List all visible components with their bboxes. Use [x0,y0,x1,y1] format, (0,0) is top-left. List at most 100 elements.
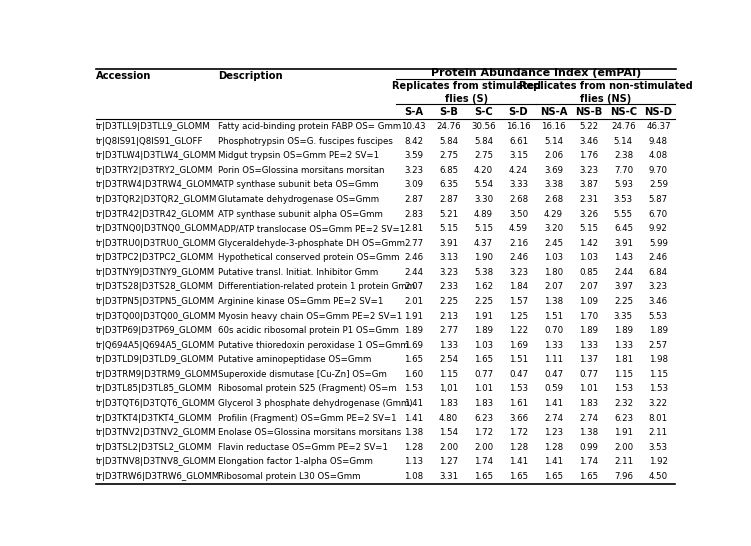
Text: 1.65: 1.65 [404,355,423,364]
Text: 2.31: 2.31 [579,195,598,204]
Text: 4.89: 4.89 [474,210,493,218]
Text: 1.65: 1.65 [544,472,563,481]
Text: NS-D: NS-D [644,108,672,117]
Text: tr|D3TLD9|D3TLD9_GLOMM: tr|D3TLD9|D3TLD9_GLOMM [96,355,215,364]
Text: Porin OS=Glossina morsitans morsitan: Porin OS=Glossina morsitans morsitan [218,166,385,175]
Text: 3.91: 3.91 [439,239,458,248]
Text: 3.13: 3.13 [439,253,458,262]
Text: 2.57: 2.57 [649,341,668,350]
Text: 2.74: 2.74 [544,413,563,423]
Text: 5.84: 5.84 [474,136,493,146]
Text: 3.69: 3.69 [544,166,563,175]
Text: ATP synthase subunit beta OS=Gmm: ATP synthase subunit beta OS=Gmm [218,181,379,189]
Text: 2.75: 2.75 [439,151,458,161]
Text: 2.38: 2.38 [614,151,633,161]
Text: 1.01: 1.01 [474,384,493,394]
Text: 2.46: 2.46 [404,253,423,262]
Text: 0.47: 0.47 [544,370,563,379]
Text: tr|D3TS28|D3TS28_GLOMM: tr|D3TS28|D3TS28_GLOMM [96,282,214,292]
Text: S-B: S-B [439,108,458,117]
Text: 5.38: 5.38 [474,268,493,277]
Text: 1.83: 1.83 [579,399,598,408]
Text: tr|D3TQR2|D3TQR2_GLOMM: tr|D3TQR2|D3TQR2_GLOMM [96,195,218,204]
Text: Glycerol 3 phosphate dehydrogenase (Gmm): Glycerol 3 phosphate dehydrogenase (Gmm) [218,399,412,408]
Text: 1.37: 1.37 [579,355,598,364]
Text: tr|D3TNQ0|D3TNQ0_GLOMM: tr|D3TNQ0|D3TNQ0_GLOMM [96,224,219,233]
Text: 1.25: 1.25 [509,312,528,321]
Text: 1.15: 1.15 [649,370,668,379]
Text: Enolase OS=Glossina morsitans morsitans: Enolase OS=Glossina morsitans morsitans [218,428,401,437]
Text: 2.06: 2.06 [544,151,563,161]
Text: 6.85: 6.85 [439,166,458,175]
Text: 1.61: 1.61 [509,399,528,408]
Text: 7.96: 7.96 [614,472,633,481]
Text: 1.81: 1.81 [614,355,633,364]
Text: 9.70: 9.70 [649,166,668,175]
Text: 4.59: 4.59 [509,224,528,233]
Text: 4.50: 4.50 [649,472,668,481]
Text: 5.15: 5.15 [579,224,598,233]
Text: 2.33: 2.33 [439,282,458,292]
Text: 2.44: 2.44 [404,268,423,277]
Text: 1.53: 1.53 [404,384,423,394]
Text: Profilin (Fragment) OS=Gmm PE=2 SV=1: Profilin (Fragment) OS=Gmm PE=2 SV=1 [218,413,397,423]
Text: 1.57: 1.57 [509,297,528,306]
Text: tr|Q694A5|Q694A5_GLOMM: tr|Q694A5|Q694A5_GLOMM [96,341,216,350]
Text: 1.54: 1.54 [439,428,458,437]
Text: 1.22: 1.22 [509,326,528,335]
Text: 2.25: 2.25 [439,297,458,306]
Text: tr|D3TLL9|D3TLL9_GLOMM: tr|D3TLL9|D3TLL9_GLOMM [96,122,211,131]
Text: 2.46: 2.46 [649,253,668,262]
Text: Replicates from stimulated
flies (S): Replicates from stimulated flies (S) [391,81,541,104]
Text: 5.15: 5.15 [474,224,493,233]
Text: Ribosomal protein S25 (Fragment) OS=m: Ribosomal protein S25 (Fragment) OS=m [218,384,397,394]
Text: 9.92: 9.92 [649,224,668,233]
Text: tr|D3TQ00|D3TQ00_GLOMM: tr|D3TQ00|D3TQ00_GLOMM [96,312,217,321]
Text: 46.37: 46.37 [646,122,671,131]
Text: 1.38: 1.38 [404,428,423,437]
Text: 3.46: 3.46 [579,136,598,146]
Text: Ribosomal protein L30 OS=Gmm: Ribosomal protein L30 OS=Gmm [218,472,360,481]
Text: 4.08: 4.08 [649,151,668,161]
Text: 3.59: 3.59 [404,151,423,161]
Text: 5.55: 5.55 [614,210,633,218]
Text: Glyceraldehyde-3-phosphate DH OS=Gmm: Glyceraldehyde-3-phosphate DH OS=Gmm [218,239,405,248]
Text: tr|D3TNV8|D3TNV8_GLOMM: tr|D3TNV8|D3TNV8_GLOMM [96,458,217,466]
Text: 5.53: 5.53 [649,312,668,321]
Text: Protein Abundance Index (emPAI): Protein Abundance Index (emPAI) [431,68,641,78]
Text: 2.83: 2.83 [404,210,423,218]
Text: 1.13: 1.13 [404,458,423,466]
Text: NS-A: NS-A [540,108,567,117]
Text: 1.98: 1.98 [649,355,668,364]
Text: Elongation factor 1-alpha OS=Gmm: Elongation factor 1-alpha OS=Gmm [218,458,372,466]
Text: tr|D3TRY2|D3TRY2_GLOMM: tr|D3TRY2|D3TRY2_GLOMM [96,166,214,175]
Text: 3.87: 3.87 [579,181,598,189]
Text: tr|D3TL85|D3TL85_GLOMM: tr|D3TL85|D3TL85_GLOMM [96,384,213,394]
Text: 2.46: 2.46 [509,253,528,262]
Text: 1.38: 1.38 [544,297,563,306]
Text: 0.70: 0.70 [544,326,563,335]
Text: 3.23: 3.23 [509,268,528,277]
Text: 2.25: 2.25 [614,297,633,306]
Text: 2.32: 2.32 [614,399,633,408]
Text: 1.69: 1.69 [509,341,528,350]
Text: 5.54: 5.54 [474,181,493,189]
Text: 1.38: 1.38 [579,428,598,437]
Text: 1.91: 1.91 [404,312,423,321]
Text: 24.76: 24.76 [436,122,461,131]
Text: 2.11: 2.11 [649,428,668,437]
Text: 1.91: 1.91 [474,312,493,321]
Text: Phosphotrypsin OS=G. fuscipes fuscipes: Phosphotrypsin OS=G. fuscipes fuscipes [218,136,393,146]
Text: Myosin heavy chain OS=Gmm PE=2 SV=1: Myosin heavy chain OS=Gmm PE=2 SV=1 [218,312,402,321]
Text: 1.43: 1.43 [614,253,633,262]
Text: Hypothetical conserved protein OS=Gmm: Hypothetical conserved protein OS=Gmm [218,253,400,262]
Text: 2.74: 2.74 [579,413,598,423]
Text: 1.89: 1.89 [474,326,493,335]
Text: 1.53: 1.53 [614,384,633,394]
Text: 2.07: 2.07 [404,282,423,292]
Text: tr|D3TQT6|D3TQT6_GLOMM: tr|D3TQT6|D3TQT6_GLOMM [96,399,216,408]
Text: 1.03: 1.03 [544,253,563,262]
Text: 4.80: 4.80 [439,413,458,423]
Text: 2.59: 2.59 [649,181,668,189]
Text: 1.65: 1.65 [509,472,528,481]
